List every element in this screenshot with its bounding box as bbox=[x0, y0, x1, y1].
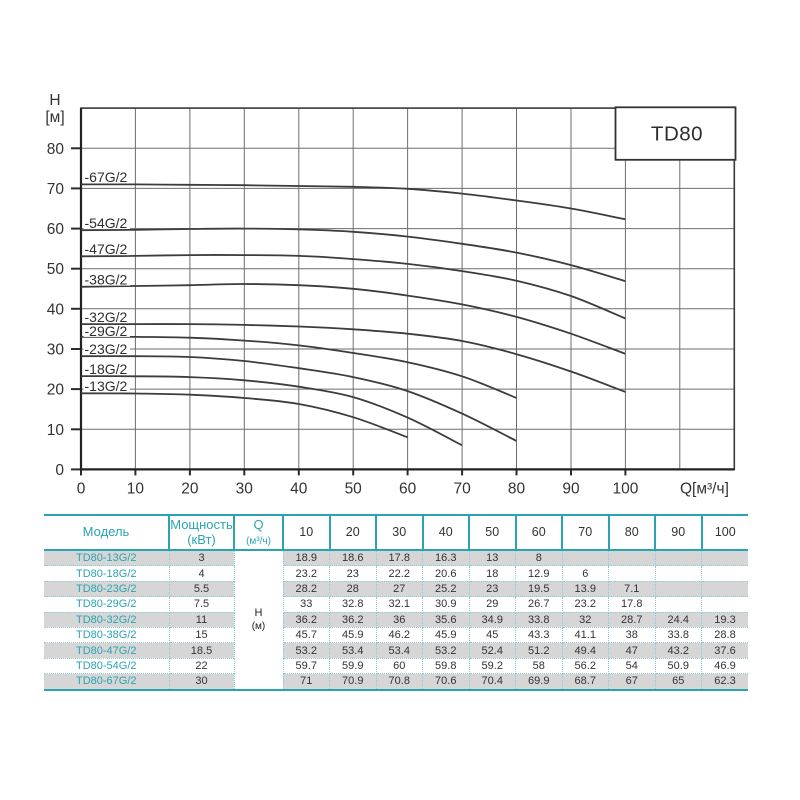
svg-text:[м]: [м] bbox=[45, 109, 64, 126]
svg-text:10: 10 bbox=[127, 481, 145, 498]
svg-text:50: 50 bbox=[345, 481, 363, 498]
svg-text:60: 60 bbox=[47, 221, 65, 238]
svg-text:30: 30 bbox=[47, 342, 65, 359]
svg-text:80: 80 bbox=[47, 141, 65, 158]
svg-text:0: 0 bbox=[55, 462, 64, 479]
svg-text:-54G/2: -54G/2 bbox=[85, 215, 128, 231]
svg-text:-18G/2: -18G/2 bbox=[85, 361, 128, 377]
svg-text:-32G/2: -32G/2 bbox=[85, 309, 128, 325]
svg-text:TD80: TD80 bbox=[651, 123, 703, 146]
svg-text:50: 50 bbox=[47, 261, 65, 278]
svg-text:10: 10 bbox=[47, 422, 65, 439]
svg-text:-29G/2: -29G/2 bbox=[85, 323, 128, 339]
svg-text:-13G/2: -13G/2 bbox=[85, 378, 128, 394]
svg-text:30: 30 bbox=[236, 481, 254, 498]
svg-text:-47G/2: -47G/2 bbox=[85, 241, 128, 257]
svg-text:-23G/2: -23G/2 bbox=[85, 341, 128, 357]
svg-text:60: 60 bbox=[399, 481, 417, 498]
svg-text:-67G/2: -67G/2 bbox=[85, 169, 128, 185]
svg-text:70: 70 bbox=[47, 181, 65, 198]
svg-text:H: H bbox=[49, 92, 60, 109]
svg-text:80: 80 bbox=[508, 481, 526, 498]
svg-text:20: 20 bbox=[47, 382, 65, 399]
svg-text:90: 90 bbox=[562, 481, 580, 498]
svg-text:70: 70 bbox=[453, 481, 471, 498]
svg-text:Q[м³/ч]: Q[м³/ч] bbox=[680, 481, 729, 498]
svg-text:0: 0 bbox=[77, 481, 86, 498]
svg-text:40: 40 bbox=[290, 481, 308, 498]
svg-text:100: 100 bbox=[612, 481, 638, 498]
svg-text:20: 20 bbox=[181, 481, 199, 498]
svg-text:-38G/2: -38G/2 bbox=[85, 272, 128, 288]
svg-text:40: 40 bbox=[47, 301, 65, 318]
